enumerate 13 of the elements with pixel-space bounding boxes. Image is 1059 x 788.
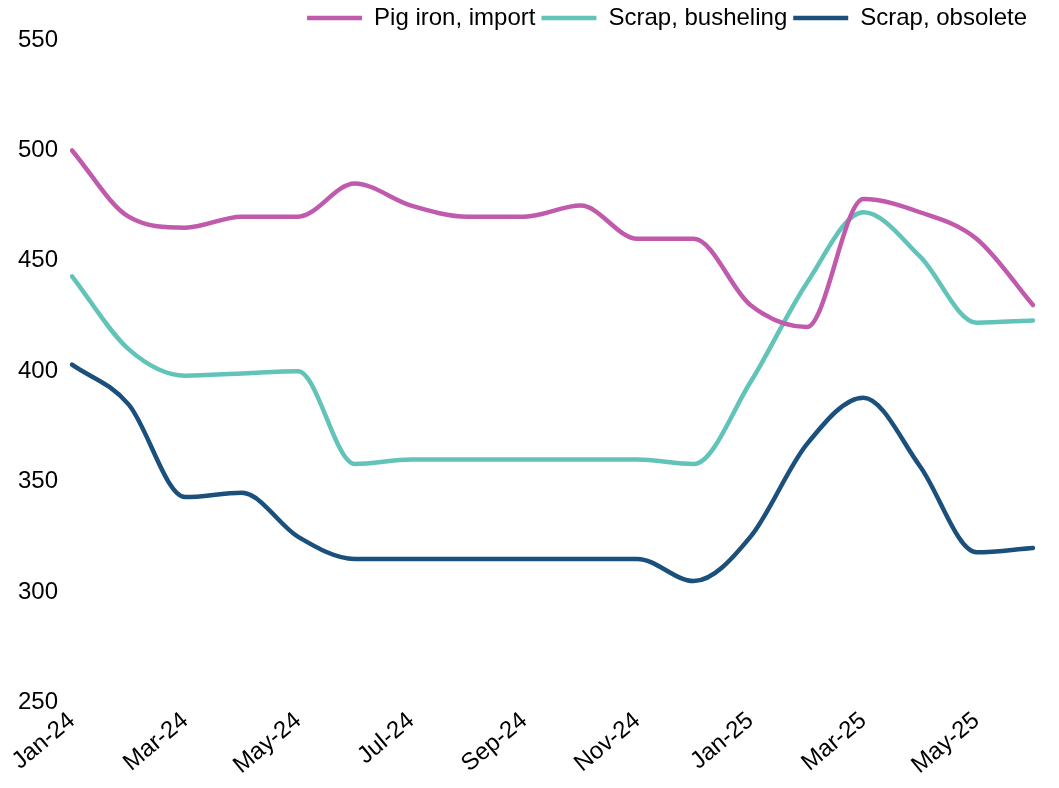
legend-label: Pig iron, import	[374, 2, 536, 30]
line-series	[69, 148, 1036, 330]
line-series	[69, 362, 1036, 584]
y-tick-label: 400	[18, 355, 59, 383]
y-tick-label: 250	[18, 687, 59, 715]
legend-label: Scrap, obsolete	[860, 2, 1028, 30]
y-tick-label: 450	[18, 245, 59, 273]
y-tick-label: 500	[18, 135, 59, 163]
y-tick-label: 350	[18, 466, 59, 494]
y-tick-label: 300	[18, 576, 59, 604]
legend-label: Scrap, busheling	[608, 2, 788, 30]
y-tick-label: 550	[18, 24, 59, 52]
line-series	[69, 210, 1036, 467]
